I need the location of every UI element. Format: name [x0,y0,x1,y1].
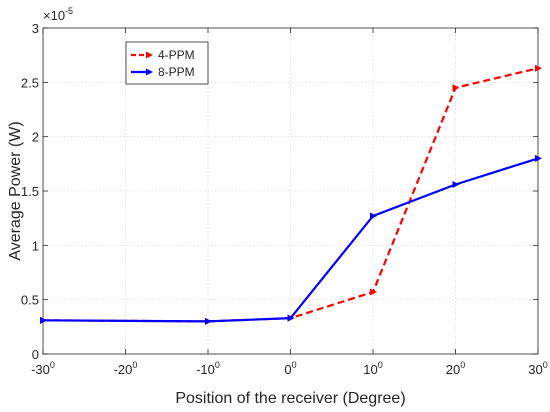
x-tick-label: -200 [114,360,138,377]
y-tick-label: 0 [32,347,39,362]
legend-box [125,41,209,85]
x-tick-label: -300 [31,360,55,377]
data-point [452,180,460,188]
legend-marker [146,68,153,76]
legend-label: 4-PPM [158,48,195,62]
y-tick-label: 2.5 [21,75,39,90]
y-tick-label: 2 [32,130,39,145]
x-axis-label: Position of the receiver (Degree) [175,390,405,407]
legend-item: 4-PPM [131,48,195,62]
data-point [40,316,47,324]
data-point [535,64,542,72]
y-tick-label: 0.5 [21,293,39,308]
y-tick-label: 1.5 [21,184,39,199]
data-point [370,288,377,296]
data-point [287,314,295,322]
x-tick-label: 200 [446,360,465,377]
x-tick-label: 00 [284,360,296,377]
y-tick-label: 1 [32,238,39,253]
legend: 4-PPM 8-PPM [125,41,209,85]
x-tick-label: -100 [196,360,220,377]
legend-item: 8-PPM [131,65,195,79]
x-tick-label: 300 [528,360,547,377]
axis-ticks: -300 -200 -100 00 100 200 300 0 0.5 1 1.5 2 2.5 3 [21,21,548,377]
data-point [452,84,460,92]
series-8-ppm [40,154,542,325]
series-layer [40,64,542,325]
y-multiplier-label: ×10-5 [43,6,73,23]
grid [42,27,539,355]
series-line [42,157,539,323]
x-tick-label: 100 [363,360,382,377]
data-point [535,154,542,162]
data-point [370,212,377,220]
y-axis-label: Average Power (W) [7,121,24,260]
series-4-ppm [40,64,542,325]
legend-marker [146,51,153,59]
legend-label: 8-PPM [158,65,195,79]
data-point [205,317,212,325]
y-tick-label: 3 [32,21,39,36]
